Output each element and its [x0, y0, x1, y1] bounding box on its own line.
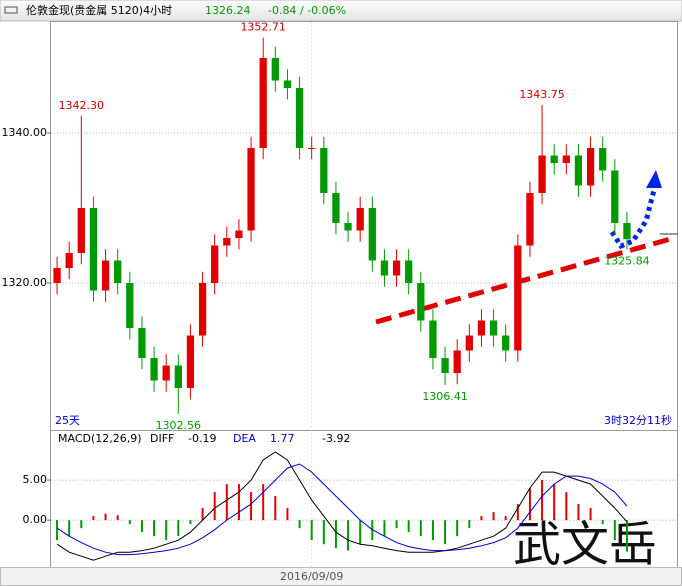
candle-body [550, 155, 558, 163]
candle-body [514, 245, 522, 351]
header-icon [4, 6, 18, 14]
projection-arrow [609, 189, 657, 250]
candle-body [162, 365, 170, 381]
candle-body [198, 283, 207, 336]
y-tick-label: 1340.00 [2, 126, 48, 139]
candle-body [538, 155, 546, 193]
candle-body [477, 320, 486, 336]
macd-title: MACD(12,26,9) [58, 432, 142, 445]
candle-body [77, 208, 85, 253]
candle-body [344, 223, 352, 231]
candle-body [611, 170, 619, 223]
candle-body [332, 193, 340, 223]
candle-body [247, 148, 255, 231]
price-annotation: 1352.71 [240, 21, 286, 34]
candle-body [429, 320, 437, 358]
candle-body [392, 260, 401, 276]
candle-body [126, 283, 134, 328]
candle-body [271, 58, 279, 81]
candle-body [235, 230, 243, 238]
candle-body [320, 148, 328, 193]
legend-diff: DIFF [150, 432, 174, 445]
price-annotation: 1302.56 [156, 419, 202, 432]
candle-body [453, 350, 461, 373]
candle-body [574, 155, 583, 186]
candle-body [65, 253, 73, 268]
macd-line [56, 463, 628, 556]
x-tick-label: 2016/09/09 [280, 570, 343, 583]
legend-diff-value: -0.19 [188, 432, 216, 445]
price-annotation: 1325.84 [604, 254, 650, 267]
candle-body [562, 155, 570, 163]
candle-body [405, 260, 413, 283]
candle-body [356, 208, 364, 231]
candle-body [502, 335, 510, 351]
candle-body [174, 365, 182, 388]
period-label: 25天 [55, 414, 80, 427]
candle-body [53, 268, 61, 283]
candle-body [308, 148, 316, 149]
legend-dea: DEA [233, 432, 256, 445]
y-tick-label: 0.00 [23, 513, 48, 526]
candle-body [465, 335, 473, 351]
candle-body [623, 223, 631, 240]
instrument-title: 伦敦金现(贵金属 5120)4小时 [26, 3, 172, 17]
candle-body [380, 260, 389, 276]
candle-body [223, 238, 231, 246]
candle-body [599, 148, 607, 171]
candle-body [211, 245, 219, 283]
candle-body [489, 320, 498, 336]
candle-body [138, 328, 146, 358]
price-annotation: 1342.30 [59, 99, 105, 112]
candle-body [150, 358, 158, 381]
countdown: 3时32分11秒 [604, 413, 672, 427]
candle-body [259, 58, 267, 148]
histogram-value: -3.92 [322, 432, 350, 445]
y-tick-label: 1320.00 [2, 276, 48, 289]
candle-body [417, 283, 425, 321]
arrow-head [646, 170, 662, 188]
candle-body [114, 260, 122, 283]
candle-body [441, 358, 449, 373]
watermark: 武文岳 [513, 517, 657, 573]
candle-body [89, 208, 98, 291]
candle-body [368, 208, 376, 261]
candle-body [526, 193, 534, 246]
candle-body [586, 148, 595, 186]
legend-dea-value: 1.77 [270, 432, 295, 445]
candle-body [101, 260, 110, 291]
candle-body [295, 88, 304, 148]
price-change: -0.84 / -0.06% [268, 4, 346, 17]
candle-body [283, 80, 292, 88]
y-tick-label: 5.00 [23, 473, 48, 486]
last-price: 1326.24 [205, 4, 251, 17]
trend-line [375, 235, 675, 325]
candle-body [186, 335, 195, 388]
price-annotation: 1343.75 [519, 88, 565, 101]
macd-line [56, 451, 628, 561]
price-annotation: 1306.41 [422, 390, 468, 403]
